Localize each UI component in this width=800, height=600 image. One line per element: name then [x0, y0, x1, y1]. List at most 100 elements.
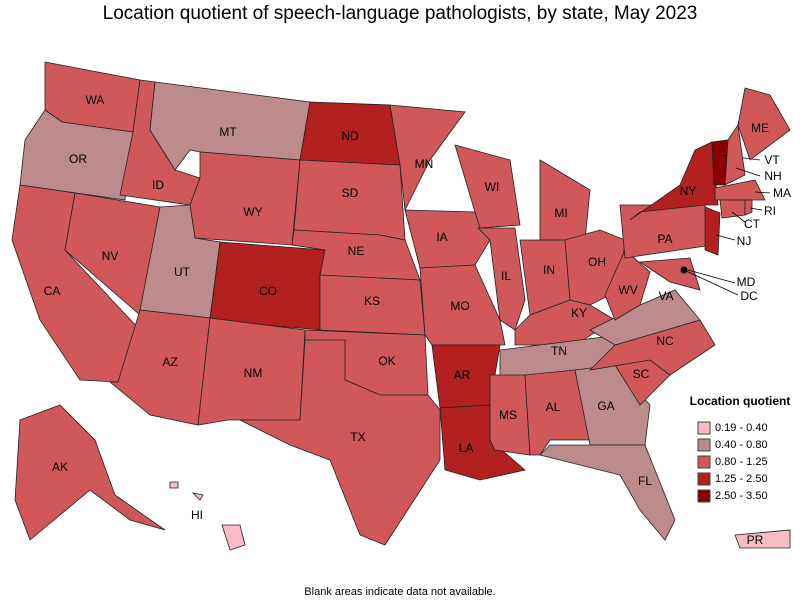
state-label: NV	[102, 249, 119, 263]
state-label: ND	[341, 129, 359, 143]
state-label: WV	[618, 283, 637, 297]
state-shape	[454, 144, 521, 229]
state-label: TN	[551, 344, 567, 358]
state-label: OH	[588, 255, 606, 269]
state-shape	[737, 87, 791, 161]
state-shape: 0.19 - 0.40 0.40 - 0.80 0.80 - 1.25 1.25 - …	[697, 421, 768, 503]
state: NM	[197, 317, 306, 426]
legend-swatch	[697, 438, 711, 452]
state: ND	[299, 101, 401, 166]
state: NV	[64, 192, 161, 316]
legend-label: 0.19 - 0.40	[715, 422, 768, 434]
state-label: KS	[364, 294, 380, 308]
state-label: CA	[44, 284, 61, 298]
state-shape	[19, 109, 134, 201]
state-shape	[719, 199, 746, 219]
state-label: IA	[436, 230, 447, 244]
state: WV	[604, 249, 651, 321]
state: NJ	[704, 206, 752, 256]
state-label: UT	[174, 265, 191, 279]
state: DC	[680, 266, 758, 303]
state: CO	[209, 241, 326, 331]
state: PR	[734, 529, 791, 549]
leader-line	[687, 269, 736, 284]
state-shape	[724, 123, 746, 186]
legend-swatch	[697, 421, 711, 435]
state-label: TX	[350, 430, 365, 444]
legend-swatch	[697, 489, 711, 503]
note: Blank areas indicate data not available.	[304, 586, 495, 598]
legend-swatch	[697, 472, 711, 486]
state-label: GA	[597, 399, 614, 413]
state: KS	[319, 274, 426, 336]
state-shape	[189, 151, 301, 246]
state-label: FL	[638, 474, 652, 488]
state-label: HI	[191, 508, 203, 522]
state: MO	[419, 264, 506, 346]
legend-label: 1.25 - 2.50	[715, 473, 768, 485]
leader-line	[731, 211, 746, 223]
state-label: KY	[571, 306, 587, 320]
state-label: PR	[747, 533, 764, 547]
state-label: ME	[751, 121, 769, 135]
leader-line	[715, 234, 736, 241]
state-label: NH	[764, 169, 781, 183]
state-shape	[14, 404, 166, 541]
state: MI	[539, 159, 591, 246]
state-label: AZ	[162, 355, 177, 369]
state-label: SC	[633, 367, 650, 381]
state: IA	[404, 209, 491, 269]
state-shape	[239, 339, 441, 546]
state-label: IN	[543, 263, 555, 277]
state-label: WA	[86, 93, 105, 107]
state-label: MA	[773, 186, 791, 200]
state-shape	[419, 264, 506, 346]
state-label: CO	[259, 284, 277, 298]
state-shape	[744, 199, 753, 216]
state-shape	[169, 481, 179, 489]
leader-line	[735, 167, 761, 177]
state-label: VA	[658, 289, 673, 303]
state: PA	[619, 204, 713, 259]
state: ME	[737, 87, 791, 161]
state-shape	[389, 104, 466, 212]
state: MA	[714, 179, 791, 201]
state: MS	[489, 374, 531, 456]
state-label: MO	[450, 299, 469, 313]
state: AK	[14, 404, 166, 541]
state: SC	[614, 359, 671, 406]
state-label: MT	[219, 125, 237, 139]
state: WI	[454, 144, 521, 229]
legend-label: 0.80 - 1.25	[715, 456, 768, 468]
state: SD	[293, 159, 406, 241]
state-shape	[714, 179, 766, 201]
legend-label: 2.50 - 3.50	[715, 490, 768, 502]
state-shape	[489, 374, 531, 456]
leader-line	[683, 269, 739, 296]
leader-line	[749, 207, 763, 211]
state: WY	[189, 151, 301, 246]
state-label: RI	[764, 204, 776, 218]
state-label: SD	[342, 186, 359, 200]
state-shape	[539, 159, 591, 246]
state-label: MI	[554, 206, 567, 220]
state-label: AK	[52, 460, 68, 474]
legend: Location quotient 0.19 - 0.40 0.40 - 0.80…	[690, 394, 790, 503]
state-label: IL	[501, 269, 511, 283]
state-label: NC	[656, 334, 674, 348]
state-label: NJ	[737, 234, 752, 248]
state-shape	[404, 209, 491, 269]
state-shape	[734, 529, 791, 549]
state-label: NM	[244, 366, 263, 380]
state-label: NY	[680, 184, 697, 198]
state-shape	[514, 299, 616, 346]
state-label: MS	[499, 408, 517, 422]
state-label: AL	[546, 400, 561, 414]
state: NH	[724, 123, 782, 186]
state-label: CT	[744, 217, 761, 231]
state-label: OR	[69, 152, 87, 166]
state: KY	[514, 299, 616, 346]
state-shape	[539, 444, 676, 541]
state-shape	[221, 524, 246, 551]
state-label: WY	[243, 205, 262, 219]
